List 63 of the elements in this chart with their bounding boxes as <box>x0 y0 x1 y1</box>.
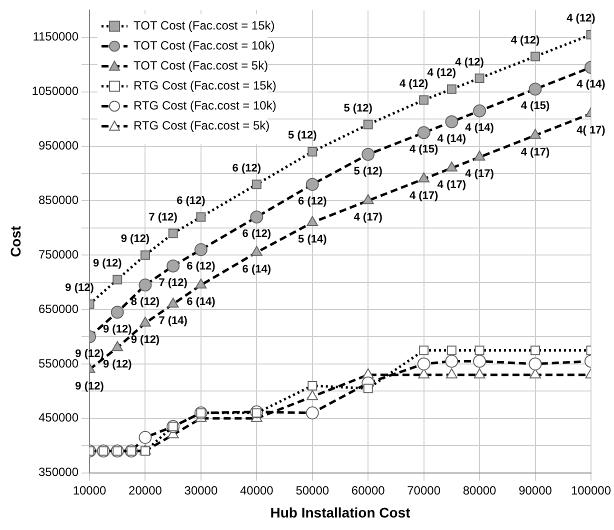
annotation: 4( 17) <box>576 124 606 137</box>
x-tick-label: 70000 <box>407 483 441 498</box>
annotation: 5 (12) <box>288 130 318 142</box>
legend-label: RTG Cost (Fac.cost = 10k) <box>134 98 276 113</box>
y-tick-label: 650000 <box>38 302 79 316</box>
annotation: 9 (12) <box>65 282 94 294</box>
annotation: 6 (14) <box>186 296 216 308</box>
y-axis-title: Cost <box>7 226 24 258</box>
legend-label: RTG Cost (Fac.cost = 5k) <box>134 118 270 133</box>
x-tick-label: 60000 <box>351 483 386 498</box>
x-tick-label: 20000 <box>128 483 162 498</box>
legend-label: TOT Cost (Fac.cost = 10k) <box>134 38 275 53</box>
y-tick-label: 350000 <box>38 465 79 480</box>
legend-label: RTG Cost (Fac.cost = 15k) <box>134 78 276 93</box>
annotation: 6 (14) <box>242 263 272 276</box>
legend-label: TOT Cost (Fac.cost = 5k) <box>134 58 268 73</box>
annotation: 4 (14) <box>576 78 606 90</box>
annotation: 4 (12) <box>399 78 429 90</box>
annotation: 9 (12) <box>103 358 132 371</box>
annotation: 7 (14) <box>158 315 188 328</box>
annotation: 4 (12) <box>510 34 540 46</box>
annotation: 6 (12) <box>176 195 206 208</box>
annotation: 6 (12) <box>242 228 272 240</box>
annotation: 4 (15) <box>520 100 550 112</box>
annotation: 5 (14) <box>298 233 328 246</box>
annotation: 4 (12) <box>427 67 456 80</box>
annotation: 4 (15) <box>409 144 439 156</box>
x-tick-label: 90000 <box>518 483 552 498</box>
legend-label: TOT Cost (Fac.cost = 15k) <box>134 18 275 33</box>
annotation: 4 (14) <box>465 122 494 134</box>
annotation: 9 (12) <box>120 233 150 246</box>
annotation: 9 (12) <box>75 380 104 392</box>
annotation: 6 (12) <box>232 162 262 174</box>
annotation: 4 (17) <box>409 190 439 202</box>
x-tick-label: 100000 <box>570 483 612 498</box>
annotation: 7 (12) <box>148 211 178 224</box>
x-tick-label: 30000 <box>184 483 218 498</box>
annotation: 4 (14) <box>437 132 466 145</box>
annotation: 4 (12) <box>566 12 596 25</box>
annotation: 9 (12) <box>130 334 160 346</box>
annotation: 9 (12) <box>103 323 132 336</box>
annotation: 4 (17) <box>520 146 550 158</box>
annotation: 5 (12) <box>354 165 383 178</box>
annotation: 4 (17) <box>465 168 494 180</box>
annotation: 9 (12) <box>93 258 122 270</box>
y-tick-label: 750000 <box>38 247 79 262</box>
annotation: 4 (17) <box>354 212 383 224</box>
x-tick-label: 10000 <box>72 483 107 498</box>
annotation: 6 (12) <box>186 260 216 273</box>
annotation: 6 (12) <box>298 195 328 208</box>
y-tick-label: 450000 <box>38 410 79 425</box>
x-axis-title: Hub Installation Cost <box>270 504 411 520</box>
annotation: 4 (17) <box>437 179 466 192</box>
y-tick-label: 850000 <box>38 192 79 207</box>
y-tick-label: 950000 <box>38 138 79 153</box>
annotation: 7 (12) <box>158 277 188 290</box>
y-tick-label: 1150000 <box>32 30 79 44</box>
annotation: 4 (12) <box>455 56 484 68</box>
x-tick-label: 80000 <box>462 483 497 498</box>
x-tick-label: 40000 <box>240 483 274 498</box>
x-tick-label: 50000 <box>296 483 330 498</box>
annotation: 5 (12) <box>344 102 373 115</box>
y-tick-label: 1050000 <box>32 84 79 98</box>
